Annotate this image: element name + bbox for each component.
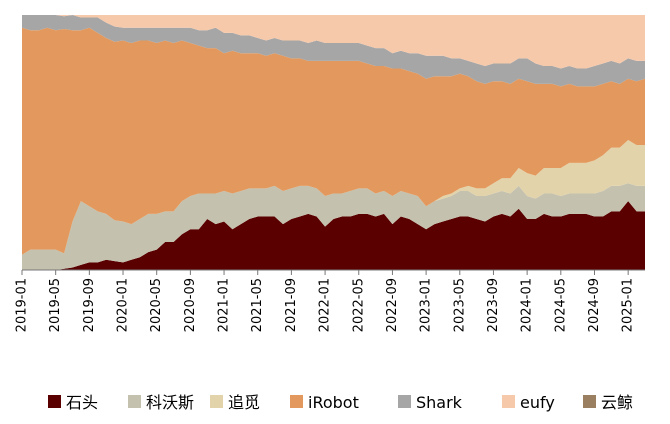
legend: 石头 科沃斯 追觅 iRobot Shark eufy 云鲸 bbox=[48, 393, 633, 412]
x-tick-label: 2019-01 bbox=[15, 278, 30, 332]
legend-label: Shark bbox=[416, 393, 463, 412]
legend-swatch bbox=[502, 395, 515, 408]
x-tick-label: 2023-01 bbox=[419, 278, 434, 332]
area-series-group bbox=[22, 15, 645, 270]
x-tick-label: 2024-09 bbox=[587, 278, 602, 332]
x-tick-label: 2019-05 bbox=[48, 278, 63, 332]
area-series-0 bbox=[22, 201, 645, 270]
legend-swatch bbox=[398, 395, 411, 408]
legend-label: iRobot bbox=[308, 393, 359, 412]
legend-label: eufy bbox=[520, 393, 555, 412]
area-series-4 bbox=[22, 15, 645, 87]
legend-swatch bbox=[290, 395, 303, 408]
x-tick-label: 2024-05 bbox=[553, 278, 568, 332]
x-tick-label: 2022-01 bbox=[318, 278, 333, 332]
x-tick-label: 2021-09 bbox=[284, 278, 299, 332]
legend-swatch bbox=[128, 395, 141, 408]
x-tick-label: 2022-05 bbox=[351, 278, 366, 332]
legend-label: 云鲸 bbox=[601, 393, 633, 412]
legend-label: 科沃斯 bbox=[146, 393, 194, 412]
x-tick-label: 2020-01 bbox=[116, 278, 131, 332]
x-tick-label: 2023-09 bbox=[486, 278, 501, 332]
x-tick-label: 2023-05 bbox=[452, 278, 467, 332]
x-tick-label: 2019-09 bbox=[82, 278, 97, 332]
x-tick-label: 2024-01 bbox=[520, 278, 535, 332]
x-tick-label: 2022-09 bbox=[385, 278, 400, 332]
legend-swatch bbox=[210, 395, 223, 408]
x-tick-label: 2020-09 bbox=[183, 278, 198, 332]
legend-swatch bbox=[48, 395, 61, 408]
area-series-5 bbox=[22, 15, 645, 69]
x-tick-label: 2021-05 bbox=[250, 278, 265, 332]
legend-swatch bbox=[583, 395, 596, 408]
x-tick-label: 2025-01 bbox=[621, 278, 636, 332]
x-axis-ticks: 2019-01 2019-05 2019-09 2020-01 2020-05 2020-… bbox=[15, 270, 636, 332]
legend-label: 石头 bbox=[66, 393, 98, 412]
area-series-3 bbox=[22, 27, 645, 255]
area-series-1 bbox=[22, 183, 645, 270]
x-tick-label: 2021-01 bbox=[217, 278, 232, 332]
x-tick-label: 2020-05 bbox=[149, 278, 164, 332]
legend-label: 追觅 bbox=[228, 393, 260, 412]
